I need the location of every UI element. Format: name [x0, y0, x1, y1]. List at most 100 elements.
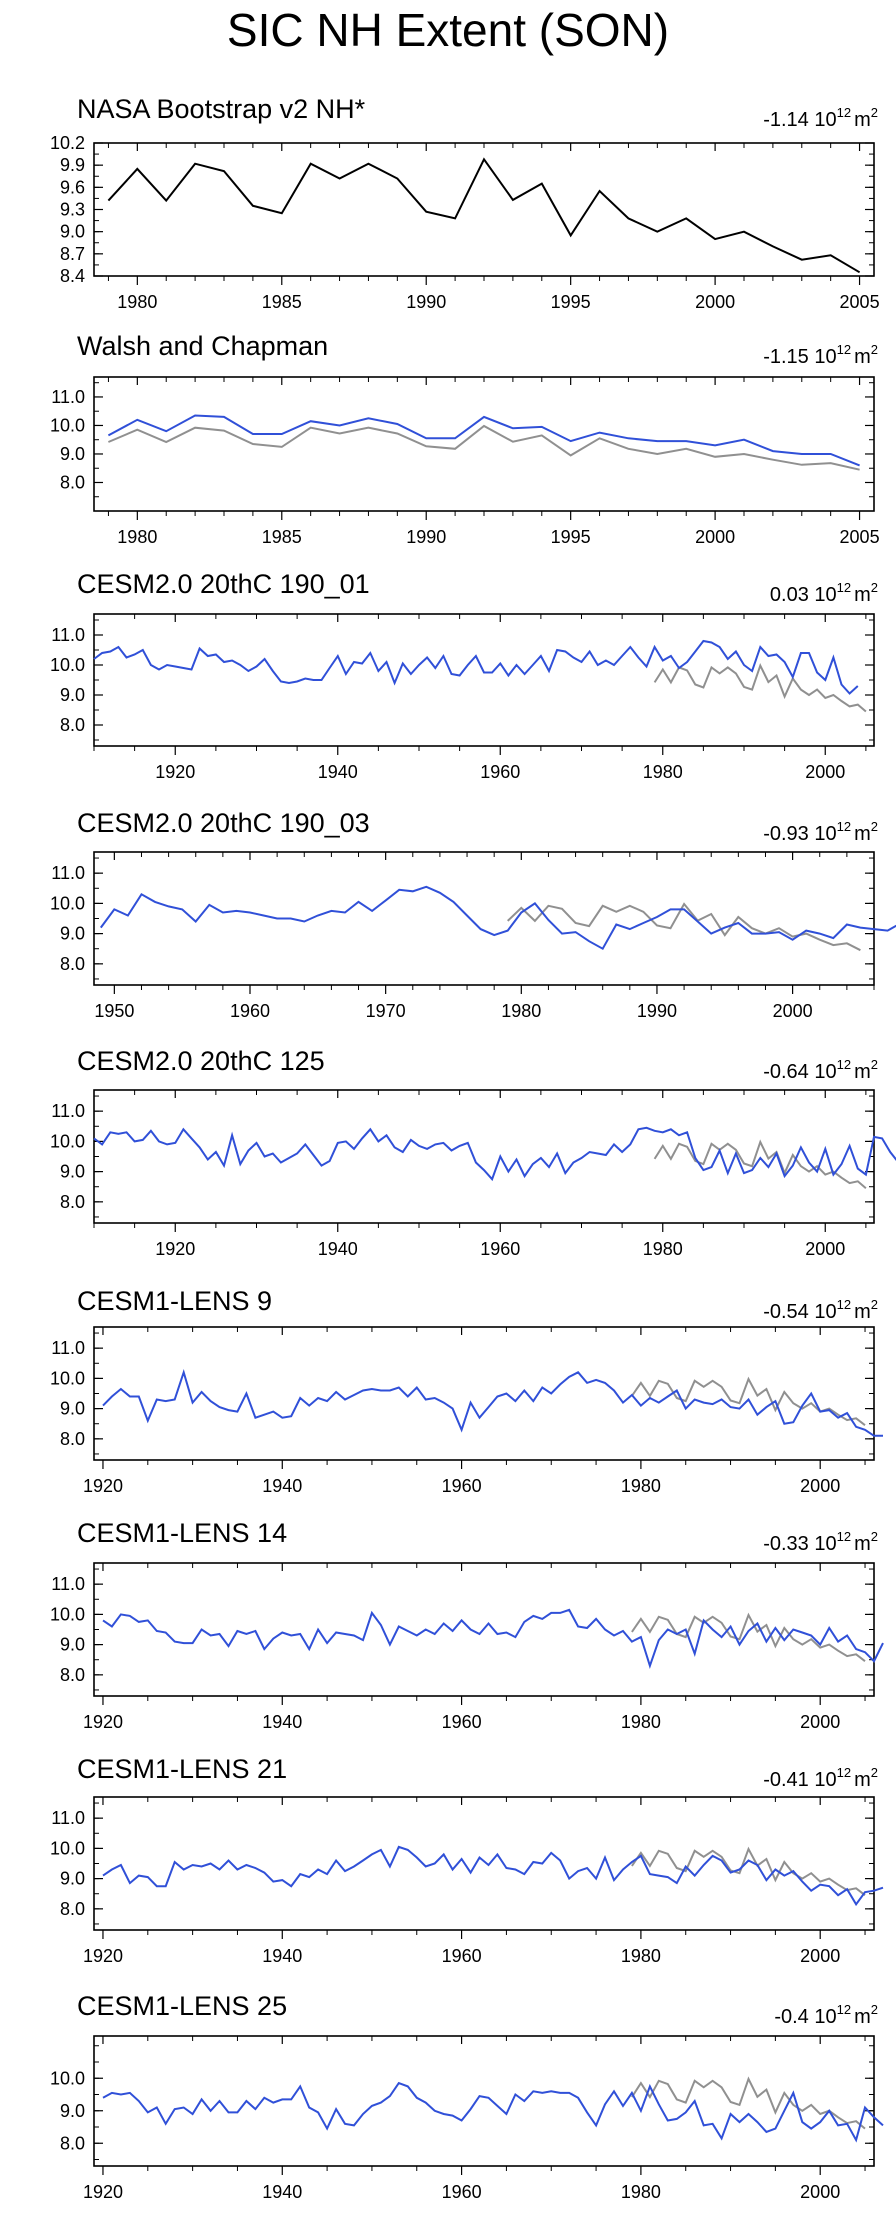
panel-title: CESM1-LENS 25 — [77, 1991, 287, 2021]
series-line-cesm2-0-190-03 — [99, 885, 896, 951]
x-tick-label: 1960 — [480, 762, 520, 782]
trend-unit-tail: m — [854, 1301, 871, 1323]
panel-title: CESM1-LENS 9 — [77, 1286, 272, 1316]
x-tick-label: 1920 — [83, 1946, 123, 1966]
x-tick-label: 1990 — [637, 1001, 677, 1021]
x-tick-label: 1980 — [117, 292, 157, 312]
x-tick-label: 1960 — [480, 1239, 520, 1259]
y-tick-label: 11.0 — [51, 1101, 85, 1121]
x-tick-label: 2000 — [800, 1476, 840, 1496]
trend-value: -0.41 — [763, 1769, 814, 1791]
x-tick-label: 1960 — [442, 1712, 482, 1732]
x-tick-label: 1940 — [318, 762, 358, 782]
trend-unit-base: 10 — [814, 823, 836, 845]
trend-annotation: -0.64 1012 m2 — [763, 1057, 878, 1083]
series-line-nasa-bootstrap — [631, 1376, 866, 1426]
trend-unit-tail: m — [854, 1533, 871, 1555]
x-tick-label: 1940 — [262, 1946, 302, 1966]
trend-unit-tail: m — [854, 2006, 871, 2028]
trend-unit-base: 10 — [814, 109, 836, 131]
series-line-walsh-and-chapman — [107, 414, 860, 467]
y-tick-label: 11.0 — [51, 625, 85, 645]
trend-unit-tail: m — [854, 1769, 871, 1791]
plot-frame — [93, 142, 875, 277]
trend-unit-base: 10 — [814, 346, 836, 368]
trend-annotation: -0.4 1012 m2 — [774, 2002, 878, 2028]
trend-value: -1.14 — [763, 109, 814, 131]
x-tick-label: 1980 — [621, 1476, 661, 1496]
x-tick-label: 1980 — [621, 1946, 661, 1966]
trend-unit-exponent: 12 — [837, 2002, 851, 2017]
series-line-nasa-bootstrap — [631, 2076, 866, 2130]
x-tick-label: 2000 — [695, 527, 735, 547]
y-tick-label: 11.0 — [51, 387, 85, 407]
y-tick-label: 10.0 — [50, 1604, 85, 1624]
y-tick-label: 10.0 — [50, 1368, 85, 1388]
trend-value: -1.15 — [763, 346, 814, 368]
trend-value: -0.64 — [763, 1061, 814, 1083]
trend-unit-base: 10 — [814, 1769, 836, 1791]
x-tick-label: 1940 — [262, 2182, 302, 2202]
x-tick-label: 1920 — [83, 2182, 123, 2202]
x-tick-label: 1990 — [406, 292, 446, 312]
y-tick-label: 11.0 — [51, 1808, 85, 1828]
x-tick-label: 1950 — [94, 1001, 134, 1021]
trend-value: -0.54 — [763, 1301, 814, 1323]
y-tick-label: 9.3 — [60, 200, 85, 220]
trend-unit-tail: m — [854, 346, 871, 368]
x-tick-label: 2000 — [805, 762, 845, 782]
y-tick-label: 9.0 — [60, 1162, 85, 1182]
panel-title: NASA Bootstrap v2 NH* — [77, 94, 366, 124]
y-tick-label: 9.0 — [60, 1635, 85, 1655]
trend-unit-base: 10 — [814, 1061, 836, 1083]
x-tick-label: 2000 — [800, 1946, 840, 1966]
trend-unit-tail-exponent: 2 — [871, 1297, 878, 1312]
series-line-nasa-bootstrap — [108, 424, 860, 471]
series-line-cesm1-lens-25 — [102, 2081, 884, 2143]
y-tick-label: 8.0 — [60, 954, 85, 974]
trend-unit-exponent: 12 — [837, 1765, 851, 1780]
trend-unit-tail: m — [854, 109, 871, 131]
chart-panel-2: Walsh and Chapman -1.15 1012 m2 8.0 9.0 10.0 1… — [50, 331, 880, 547]
trend-unit-tail: m — [854, 823, 871, 845]
chart-panel-7: CESM1-LENS 14 -0.33 1012 m2 8.0 9.0 10.0 11.0 1… — [50, 1518, 884, 1732]
chart-panel-4: CESM2.0 20thC 190_03 -0.93 1012 m2 8.0 9.0 10… — [50, 808, 896, 1021]
trend-unit-tail-exponent: 2 — [871, 1765, 878, 1780]
y-tick-label: 11.0 — [51, 1338, 85, 1358]
x-tick-label: 2005 — [840, 527, 880, 547]
x-tick-label: 2000 — [800, 1712, 840, 1732]
panel-stack: NASA Bootstrap v2 NH* -1.14 1012 m28.48.79… — [50, 94, 896, 2202]
trend-unit-base: 10 — [814, 1301, 836, 1323]
x-tick-label: 1940 — [262, 1712, 302, 1732]
y-tick-label: 8.0 — [60, 2133, 85, 2153]
y-tick-label: 9.9 — [60, 155, 85, 175]
series-line-nasa-bootstrap — [653, 662, 867, 713]
trend-unit-base: 10 — [814, 584, 836, 606]
chart-panel-3: CESM2.0 20thC 190_01 0.03 1012 m2 8.0 9.0 10.… — [50, 569, 878, 782]
y-tick-label: 8.0 — [60, 1665, 85, 1685]
y-tick-label: 9.0 — [60, 444, 85, 464]
x-tick-label: 1985 — [262, 292, 302, 312]
trend-annotation: -0.33 1012 m2 — [763, 1529, 878, 1555]
trend-unit-tail-exponent: 2 — [871, 819, 878, 834]
trend-unit-exponent: 12 — [837, 1057, 851, 1072]
y-tick-label: 9.0 — [60, 685, 85, 705]
series-line-cesm2-0-125 — [93, 1126, 896, 1182]
x-tick-label: 1960 — [442, 1476, 482, 1496]
panel-title: CESM1-LENS 14 — [77, 1518, 287, 1548]
plot-frame — [93, 613, 875, 747]
trend-value: -0.33 — [763, 1533, 814, 1555]
series-line-cesm2-0-190-01 — [93, 639, 859, 695]
trend-value: -0.4 — [774, 2006, 814, 2028]
y-tick-label: 8.0 — [60, 472, 85, 492]
y-tick-label: 10.0 — [50, 893, 85, 913]
trend-unit-tail: m — [854, 584, 871, 606]
x-tick-label: 1980 — [643, 1239, 683, 1259]
x-tick-label: 1990 — [406, 527, 446, 547]
x-tick-label: 1980 — [621, 1712, 661, 1732]
trend-annotation: -0.41 1012 m2 — [763, 1765, 878, 1791]
trend-unit-exponent: 12 — [837, 1529, 851, 1544]
y-tick-label: 8.7 — [60, 244, 85, 264]
x-tick-label: 1970 — [366, 1001, 406, 1021]
